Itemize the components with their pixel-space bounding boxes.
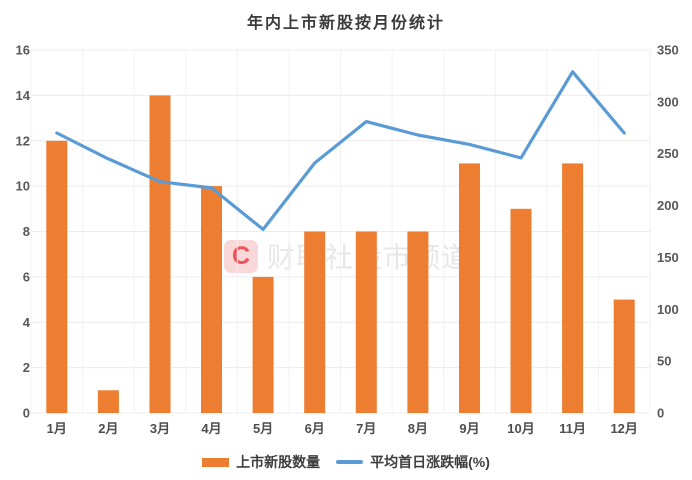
x-axis-label-4月: 4月 — [201, 421, 221, 436]
legend: 上市新股数量 平均首日涨跌幅(%) — [0, 452, 692, 472]
x-axis-label-3月: 3月 — [150, 421, 170, 436]
x-axis-label-12月: 12月 — [610, 421, 637, 436]
line-swatch-icon — [336, 460, 364, 464]
bar-6月 — [304, 231, 326, 413]
left-axis-tick-label: 4 — [23, 315, 31, 330]
left-axis-tick-label: 14 — [16, 88, 31, 103]
right-axis-tick-label: 300 — [657, 94, 679, 109]
bar-8月 — [407, 231, 429, 413]
left-axis-tick-label: 16 — [16, 43, 30, 58]
left-axis-tick-label: 0 — [23, 406, 30, 421]
x-axis-label-1月: 1月 — [47, 421, 67, 436]
cailianshe-logo-icon: C — [224, 239, 258, 273]
bar-9月 — [459, 163, 480, 413]
bar-7月 — [355, 231, 377, 413]
legend-item-bar-series: 上市新股数量 — [202, 452, 320, 472]
right-axis-tick-label: 200 — [657, 198, 679, 213]
x-axis-label-11月: 11月 — [559, 421, 586, 436]
x-axis-label-7月: 7月 — [356, 421, 376, 436]
left-axis-tick-label: 10 — [16, 179, 30, 194]
legend-line-label: 平均首日涨跌幅(%) — [370, 454, 490, 470]
bar-11月 — [562, 163, 584, 413]
legend-item-line-series: 平均首日涨跌幅(%) — [336, 452, 490, 472]
left-axis-tick-label: 8 — [23, 224, 30, 239]
left-axis-tick-label: 6 — [23, 269, 30, 284]
bar-4月 — [201, 186, 222, 413]
x-axis-label-2月: 2月 — [98, 421, 118, 436]
x-axis-label-5月: 5月 — [253, 421, 273, 436]
left-axis-tick-label: 12 — [16, 133, 30, 148]
right-axis-tick-label: 250 — [657, 146, 679, 161]
line-series — [55, 70, 626, 231]
right-axis-tick-label: 350 — [657, 43, 679, 58]
x-axis-label-8月: 8月 — [408, 421, 428, 436]
chart-title: 年内上市新股按月份统计 — [246, 15, 445, 32]
bar-10月 — [510, 208, 532, 413]
legend-bar-label: 上市新股数量 — [236, 454, 321, 470]
watermark-logo-letter: C — [231, 241, 251, 270]
x-axis-label-10月: 10月 — [507, 421, 534, 436]
right-axis-tick-label: 0 — [657, 406, 664, 421]
right-axis-tick-label: 100 — [657, 302, 679, 317]
bar-1月 — [46, 140, 68, 414]
x-axis-label-9月: 9月 — [459, 421, 479, 436]
bar-12月 — [613, 299, 635, 413]
bar-2月 — [97, 390, 119, 413]
left-axis-tick-label: 2 — [23, 360, 30, 375]
bar-swatch-icon — [202, 457, 230, 467]
right-axis-tick-label: 150 — [657, 250, 679, 265]
x-axis-label-6月: 6月 — [305, 421, 325, 436]
bar-3月 — [149, 95, 171, 414]
right-axis-tick-label: 50 — [657, 354, 671, 369]
bar-5月 — [252, 276, 274, 413]
